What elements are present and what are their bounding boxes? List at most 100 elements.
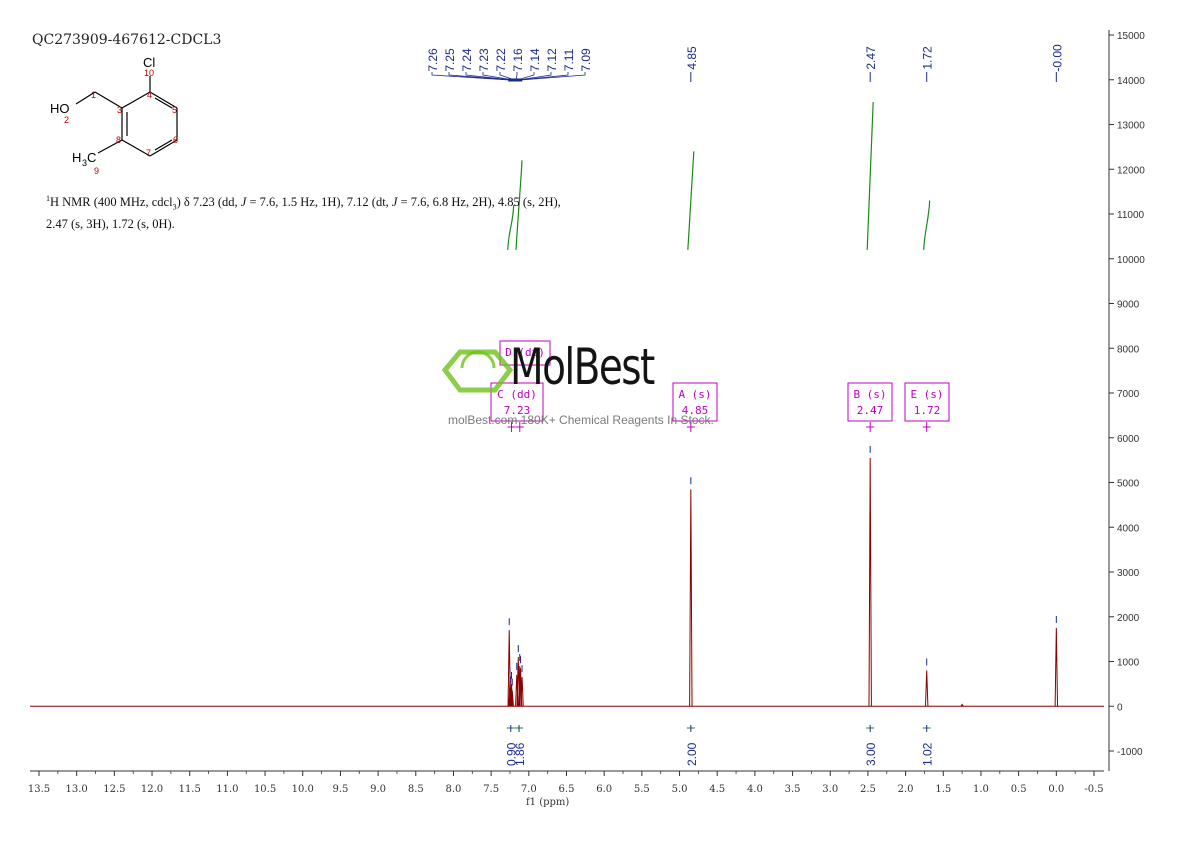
spectrum-peak bbox=[518, 665, 522, 707]
atom-h3c-c: C bbox=[87, 150, 96, 165]
x-tick-label: 11.0 bbox=[216, 784, 238, 795]
y-tick-label: 14000 bbox=[1117, 76, 1145, 87]
peak-label: 7.12 bbox=[545, 48, 559, 72]
atom-number: 8 bbox=[116, 135, 121, 145]
x-tick-label: 0.0 bbox=[1048, 784, 1064, 795]
peak-label-leader bbox=[465, 72, 513, 81]
y-tick-label: 13000 bbox=[1117, 121, 1145, 132]
peak-label: 2.47 bbox=[864, 46, 878, 70]
integral-curves: 0.901.86 2.00 3.00 1.02 bbox=[505, 102, 935, 766]
spectrum-peak bbox=[960, 703, 964, 707]
sample-id: QC273909-467612-CDCL3 bbox=[32, 32, 222, 48]
peak-label-leader bbox=[482, 72, 514, 81]
integral-value: 1.86 bbox=[513, 742, 527, 766]
peak-label: 7.16 bbox=[511, 48, 525, 72]
x-tick-label: 12.0 bbox=[141, 784, 163, 795]
x-tick-label: 2.0 bbox=[898, 784, 914, 795]
peak-label-leader bbox=[518, 72, 552, 81]
integral-value: 3.00 bbox=[864, 742, 878, 766]
desc-line2: 2.47 (s, 3H), 1.72 (s, 0H). bbox=[46, 216, 175, 231]
y-tick-label: 8000 bbox=[1117, 344, 1140, 355]
atom-number: 7 bbox=[146, 148, 151, 158]
spectrum-peak bbox=[925, 670, 929, 707]
integral-value: 0.90 bbox=[505, 742, 519, 766]
integral-curve bbox=[687, 151, 695, 250]
x-tick-label: 1.5 bbox=[935, 784, 951, 795]
x-tick-label: 6.0 bbox=[596, 784, 612, 795]
desc-j2: J bbox=[391, 195, 398, 210]
y-tick-label: -1000 bbox=[1117, 747, 1143, 758]
multiplet-box bbox=[904, 382, 950, 422]
multiplet-box bbox=[672, 382, 718, 422]
y-tick-label: 5000 bbox=[1117, 479, 1140, 490]
multiplet-box bbox=[847, 382, 893, 422]
desc-sub3: 3 bbox=[172, 202, 177, 212]
watermark-logo bbox=[441, 349, 514, 393]
peak-label: 7.25 bbox=[443, 48, 457, 72]
multiplet-box bbox=[490, 382, 544, 422]
peak-label: 7.09 bbox=[579, 48, 593, 72]
x-tick-label: 9.0 bbox=[370, 784, 386, 795]
atom-number: 2 bbox=[64, 115, 69, 125]
spectrum-peak bbox=[509, 683, 514, 707]
multiplet-name: E (s) bbox=[910, 388, 943, 401]
spectrum-peak bbox=[1054, 627, 1059, 707]
atom-number: 6 bbox=[173, 135, 178, 145]
y-tick-label: 0 bbox=[1117, 702, 1123, 713]
peak-label-leader bbox=[520, 72, 586, 81]
x-tick-label: 10.5 bbox=[254, 784, 276, 795]
nmr-description: 1H NMR (400 MHz, cdcl3) δ 7.23 (dd, J = … bbox=[46, 190, 606, 233]
atom-cl: Cl bbox=[143, 55, 155, 70]
spectrum-peak bbox=[520, 677, 524, 707]
x-tick-label: 3.0 bbox=[822, 784, 838, 795]
x-tick-label: 5.5 bbox=[634, 784, 650, 795]
integral-curve bbox=[507, 205, 515, 250]
atom-h3c-h: H bbox=[72, 150, 81, 165]
atom-number: 10 bbox=[144, 68, 154, 78]
nucleus-superscript: 1 bbox=[46, 194, 50, 203]
multiplet-name: A (s) bbox=[678, 388, 711, 401]
atom-h3c-sub: 3 bbox=[82, 158, 87, 168]
x-tick-label: 13.5 bbox=[28, 784, 50, 795]
y-tick-label: 11000 bbox=[1117, 210, 1145, 221]
peak-label-leader bbox=[499, 72, 515, 81]
x-tick-label: 11.5 bbox=[179, 784, 201, 795]
x-tick-label: 7.0 bbox=[521, 784, 537, 795]
x-tick-label: 4.5 bbox=[709, 784, 725, 795]
multiplet-shift: 1.72 bbox=[914, 404, 941, 417]
desc-j1: J bbox=[240, 195, 247, 210]
multiplet-name: D (dt) bbox=[505, 346, 545, 359]
peak-label: -0.00 bbox=[1050, 44, 1064, 72]
x-tick-label: 2.5 bbox=[860, 784, 876, 795]
integral-value: 1.02 bbox=[921, 742, 935, 766]
integral-curve bbox=[866, 102, 874, 250]
watermark-brand: MolBest bbox=[510, 338, 655, 396]
chemical-structure: Cl HO H 3 C 1 2 3 4 5 6 7 8 9 10 bbox=[50, 55, 178, 176]
y-tick-label: 10000 bbox=[1117, 255, 1145, 266]
integral-curve bbox=[515, 160, 523, 250]
watermark-tagline: molBest.com 180K+ Chemical Reagents In S… bbox=[448, 413, 714, 427]
integral-curve bbox=[923, 200, 931, 250]
x-tick-label: -0.5 bbox=[1084, 784, 1103, 795]
x-tick-label: 4.0 bbox=[747, 784, 763, 795]
peak-label: 7.11 bbox=[562, 48, 576, 71]
peak-label: 4.85 bbox=[685, 46, 699, 70]
x-tick-label: 13.0 bbox=[66, 784, 88, 795]
multiplet-box bbox=[499, 340, 551, 366]
y-tick-label: 9000 bbox=[1117, 300, 1140, 311]
peak-label: 7.23 bbox=[477, 48, 491, 72]
x-tick-label: 7.5 bbox=[483, 784, 499, 795]
spectrum-peak bbox=[689, 489, 693, 707]
spectrum-peak bbox=[868, 457, 872, 707]
peak-label: 1.72 bbox=[921, 46, 935, 70]
peak-label: 7.22 bbox=[494, 48, 508, 72]
x-tick-label: 1.0 bbox=[973, 784, 989, 795]
x-tick-label: 9.5 bbox=[332, 784, 348, 795]
atom-number: 9 bbox=[94, 166, 99, 176]
multiplet-shift: 2.47 bbox=[857, 404, 884, 417]
integral-value: 2.00 bbox=[685, 742, 699, 766]
atom-ho: HO bbox=[50, 101, 70, 116]
axes: 13.5 13.0 12.5 12.0 11.5 11.0 10.5 10.0 9.5 9.0 8.… bbox=[28, 30, 1145, 808]
desc-part-d: = 7.6, 6.8 Hz, 2H), 4.85 (s, 2H), bbox=[397, 195, 561, 210]
